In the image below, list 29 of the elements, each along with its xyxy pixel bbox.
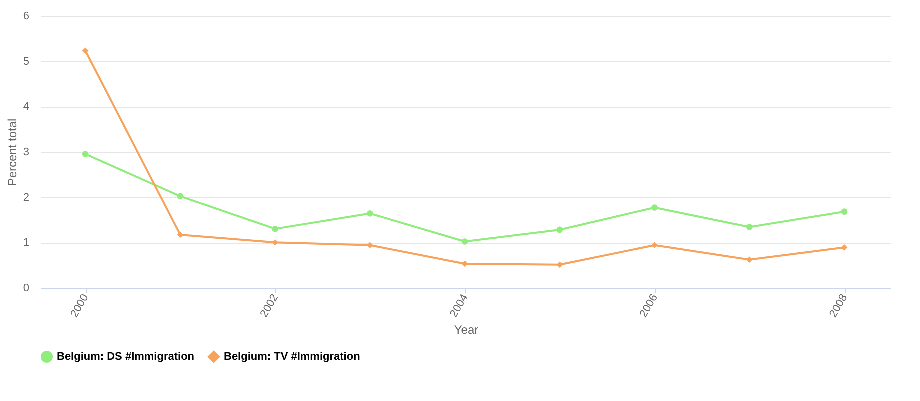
y-tick-label: 4 [23, 101, 30, 114]
point [841, 244, 848, 251]
x-axis-title: Year [454, 323, 479, 338]
point [272, 240, 278, 246]
legend-label: Belgium: TV #Immigration [224, 351, 361, 363]
point [652, 242, 658, 249]
y-axis-title: Percent total [5, 118, 20, 186]
point [746, 256, 753, 264]
point [556, 262, 564, 268]
y-tick-label: 0 [23, 282, 30, 294]
point [462, 238, 468, 245]
point [177, 232, 184, 238]
point [841, 208, 848, 215]
y-tick-label: 6 [23, 10, 30, 22]
y-tick-label: 2 [23, 192, 30, 204]
point [82, 151, 89, 158]
point [556, 226, 564, 234]
y-tick-label: 5 [23, 56, 30, 68]
point [462, 260, 468, 268]
point [272, 226, 278, 232]
point [367, 210, 374, 217]
point [652, 204, 658, 211]
point [367, 242, 374, 249]
legend-label: Belgium: DS #Immigration [57, 351, 195, 363]
y-tick-label: 3 [23, 146, 30, 158]
point [746, 224, 753, 230]
point [82, 48, 89, 54]
y-tick-label: 1 [23, 237, 30, 250]
point [177, 193, 184, 200]
